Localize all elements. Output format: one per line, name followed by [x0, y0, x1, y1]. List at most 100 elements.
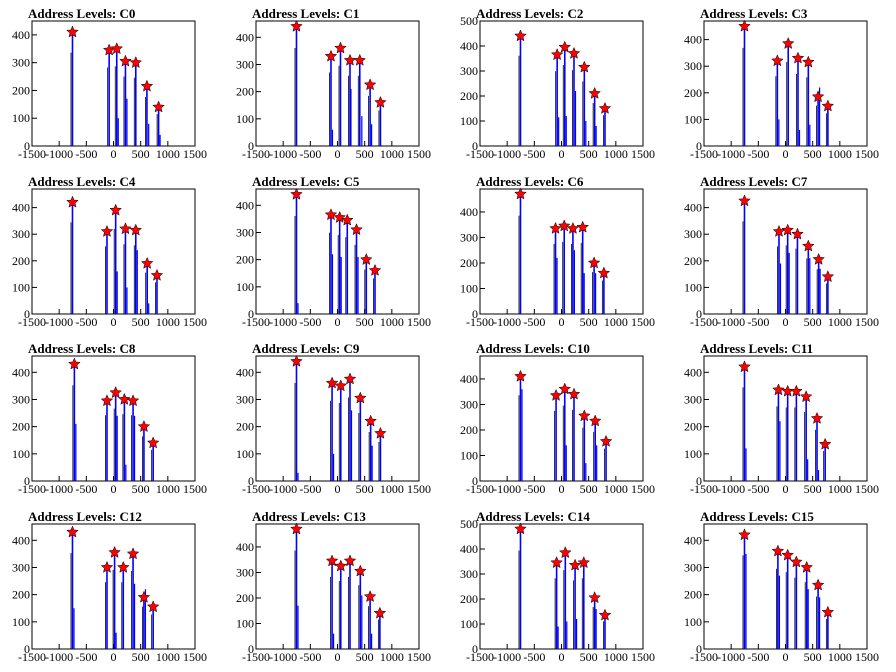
x-tick-label: 1000 [380, 147, 404, 161]
peak-star-marker [126, 394, 140, 407]
x-tick-label: 500 [132, 147, 150, 161]
peak-star-marker [781, 548, 795, 561]
peak-star-marker [110, 42, 124, 55]
chart-panel-5: Address Levels: C5 0 100 200 300 400 -1500 -100… [236, 174, 431, 329]
peak-star-marker [373, 606, 387, 619]
peak-star-marker [738, 19, 751, 32]
peak-star-marker [334, 559, 348, 572]
peak-star-marker [140, 256, 154, 269]
peak-star-marker [818, 437, 832, 450]
peak-star-marker [126, 547, 140, 560]
chart-panel-11: Address Levels: C11 0 100 200 300 400 -1500 -10… [684, 341, 879, 496]
peak-star-marker [146, 436, 160, 449]
x-tick-label: 500 [132, 315, 150, 329]
y-tick-label: 200 [236, 591, 254, 605]
y-tick-label: 400 [684, 201, 702, 215]
x-tick-label: -1500 [242, 315, 270, 329]
y-tick-label: 200 [460, 89, 478, 103]
x-tick-label: 500 [356, 147, 374, 161]
chart-title: Address Levels: C0 [28, 6, 135, 21]
peak-star-marker [118, 392, 131, 405]
x-tick-label: 1500 [183, 482, 207, 496]
peak-star-marker [343, 372, 357, 385]
x-tick-label: -500 [75, 147, 97, 161]
y-tick-label: 400 [12, 365, 30, 379]
chart-panel-1: Address Levels: C1 0 100 200 300 400 -1500 -100… [236, 6, 431, 161]
y-tick-label: 400 [460, 39, 478, 53]
y-tick-label: 300 [460, 397, 478, 411]
x-tick-label: 0 [559, 315, 565, 329]
x-tick-label: -1500 [242, 650, 270, 664]
x-tick-label: 500 [580, 482, 598, 496]
x-tick-label: 0 [783, 315, 789, 329]
x-tick-label: 1500 [407, 147, 431, 161]
y-tick-label: 0 [248, 642, 254, 656]
peak-star-marker [588, 591, 601, 604]
y-tick-label: 0 [696, 642, 702, 656]
x-tick-label: -1000 [493, 315, 521, 329]
peak-star-marker [738, 528, 751, 541]
x-tick-label: -500 [747, 147, 769, 161]
y-tick-label: 200 [12, 254, 30, 268]
peak-star-marker [109, 386, 122, 399]
x-tick-label: 1000 [380, 482, 404, 496]
peak-star-marker [557, 219, 571, 232]
peak-star-marker [598, 608, 612, 621]
plot-frame [31, 188, 196, 315]
y-tick-label: 200 [684, 254, 702, 268]
plot-frame [479, 523, 644, 650]
plot-frame [255, 523, 420, 650]
peak-star-marker [821, 99, 835, 112]
x-tick-label: -500 [523, 147, 545, 161]
chart-panel-0: Address Levels: C0 0 100 200 300 400 -1500 -100… [12, 6, 207, 161]
peak-star-marker [781, 36, 795, 49]
peak-star-marker [812, 252, 825, 265]
plot-frame [479, 20, 644, 147]
y-tick-label: 200 [236, 253, 254, 267]
peak-star-marker [799, 390, 813, 403]
plot-frame [31, 355, 196, 482]
x-tick-label: -1500 [18, 482, 46, 496]
peak-star-marker [108, 545, 121, 558]
peak-star-marker [791, 227, 804, 240]
peak-star-marker [325, 376, 339, 389]
peak-star-marker [772, 383, 785, 396]
y-tick-label: 100 [236, 112, 254, 126]
y-tick-label: 100 [236, 447, 254, 461]
x-tick-label: -1500 [242, 482, 270, 496]
y-tick-label: 500 [460, 517, 478, 531]
peak-star-marker [790, 555, 803, 568]
chart-panel-15: Address Levels: C15 0 100 200 300 400 -1500 -10… [684, 509, 879, 664]
peak-star-marker [100, 394, 114, 407]
x-tick-label: 0 [335, 650, 341, 664]
x-tick-label: 500 [804, 315, 822, 329]
x-tick-label: 1000 [156, 482, 180, 496]
y-tick-label: 0 [24, 139, 30, 153]
chart-panel-7: Address Levels: C7 0 100 200 300 400 -1500 -100… [684, 174, 879, 329]
peak-star-marker [811, 578, 825, 591]
x-tick-label: 0 [783, 650, 789, 664]
peak-star-marker [771, 54, 784, 67]
y-tick-label: 0 [696, 139, 702, 153]
x-tick-label: 1000 [156, 147, 180, 161]
peak-star-marker [587, 256, 601, 269]
plot-frame [255, 188, 420, 315]
chart-panel-12: Address Levels: C12 0 100 200 300 400 -1500 -10… [12, 509, 207, 664]
y-tick-label: 100 [12, 447, 30, 461]
y-tick-label: 0 [696, 474, 702, 488]
chart-panel-10: Address Levels: C10 0 100 200 300 400 -1500 -10… [460, 341, 655, 496]
x-tick-label: 0 [335, 147, 341, 161]
x-tick-label: 500 [356, 482, 374, 496]
peak-star-marker [567, 46, 581, 59]
x-tick-label: 500 [804, 482, 822, 496]
x-tick-label: -1000 [269, 147, 297, 161]
y-tick-label: 100 [684, 280, 702, 294]
peak-star-marker [811, 90, 825, 103]
x-tick-label: 0 [335, 315, 341, 329]
peak-star-marker [324, 49, 338, 62]
chart-title: Address Levels: C11 [700, 341, 813, 356]
x-tick-label: 1500 [631, 147, 655, 161]
x-tick-label: -500 [299, 482, 321, 496]
chart-title: Address Levels: C4 [28, 174, 136, 189]
x-tick-label: -1500 [18, 147, 46, 161]
